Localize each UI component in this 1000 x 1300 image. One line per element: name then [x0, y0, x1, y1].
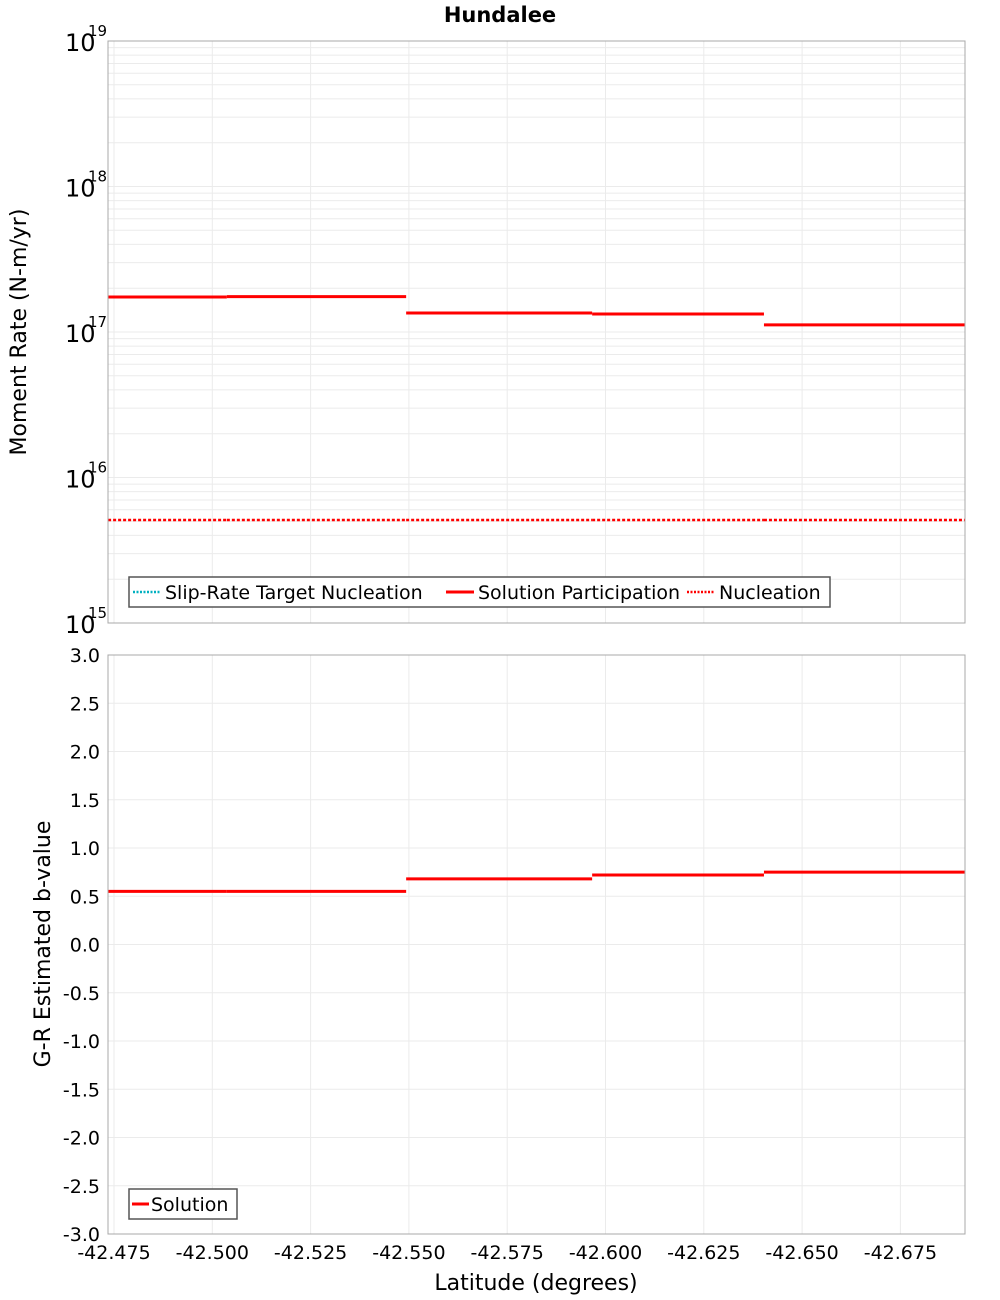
x-tick-label: -42.575 [471, 1242, 544, 1264]
y-tick-label: -2.0 [63, 1128, 100, 1150]
y-tick-label: -3.0 [63, 1224, 100, 1246]
y-tick-label: 2.0 [70, 742, 100, 764]
x-tick-label: -42.475 [77, 1242, 150, 1264]
y-tick-label: -0.5 [63, 983, 100, 1005]
bottom-plot-series [108, 870, 965, 893]
bottom-plot-legend: Solution [128, 1188, 238, 1220]
bottom-plot-y-ticks: 3.0 2.5 2.0 1.5 1.0 0.5 0.0 -0.5 -1.0 -1.5 -2.0 -2.… [63, 645, 100, 1246]
x-tick-label: -42.525 [274, 1242, 347, 1264]
x-axis-ticks: -42.475 -42.500 -42.525 -42.550 -42.575 -42.6… [77, 1242, 937, 1264]
y-tick-label: 2.5 [70, 693, 100, 715]
y-tick-label: -1.0 [63, 1031, 100, 1053]
legend-label: Nucleation [719, 582, 821, 604]
legend-label: Solution Participation [478, 582, 680, 604]
x-axis-label: Latitude (degrees) [434, 1271, 637, 1296]
bottom-plot-border [107, 654, 966, 1235]
y-tick-label: 1019 [65, 22, 107, 57]
x-tick-label: -42.500 [176, 1242, 249, 1264]
y-tick-label: 1015 [65, 604, 107, 639]
top-plot-y-ticks: 1019 1018 1017 1016 1015 [65, 22, 107, 639]
y-tick-label: 0.0 [70, 935, 100, 957]
top-plot-grid [108, 41, 965, 624]
moment-rate-plot: 1019 1018 1017 1016 1015 Moment Rate (N-m/yr… [7, 22, 966, 639]
y-tick-label: -2.5 [63, 1176, 100, 1198]
chart-title: Hundalee [444, 3, 556, 27]
x-tick-label: -42.675 [864, 1242, 937, 1264]
legend-label: Solution [151, 1194, 228, 1216]
top-plot-series [108, 295, 965, 522]
top-plot-border [107, 40, 966, 624]
y-tick-label: 3.0 [70, 645, 100, 667]
y-tick-label: 1.0 [70, 838, 100, 860]
x-tick-label: -42.600 [569, 1242, 642, 1264]
y-tick-label: 1018 [65, 168, 107, 203]
y-tick-label: 1017 [65, 313, 107, 348]
legend-label: Slip-Rate Target Nucleation [165, 582, 423, 604]
y-tick-label: 1.5 [70, 790, 100, 812]
x-tick-label: -42.550 [372, 1242, 445, 1264]
bottom-y-axis-label: G-R Estimated b-value [31, 821, 56, 1068]
top-y-axis-label: Moment Rate (N-m/yr) [7, 209, 32, 456]
top-plot-legend: Slip-Rate Target Nucleation Solution Part… [128, 576, 831, 608]
y-tick-label: 1016 [65, 459, 107, 494]
y-tick-label: 0.5 [70, 886, 100, 908]
x-tick-label: -42.625 [667, 1242, 740, 1264]
bottom-plot-grid [108, 654, 965, 1235]
b-value-plot: 3.0 2.5 2.0 1.5 1.0 0.5 0.0 -0.5 -1.0 -1.5 -2.0 -2.… [31, 645, 966, 1296]
y-tick-label: -1.5 [63, 1079, 100, 1101]
x-tick-label: -42.650 [765, 1242, 838, 1264]
